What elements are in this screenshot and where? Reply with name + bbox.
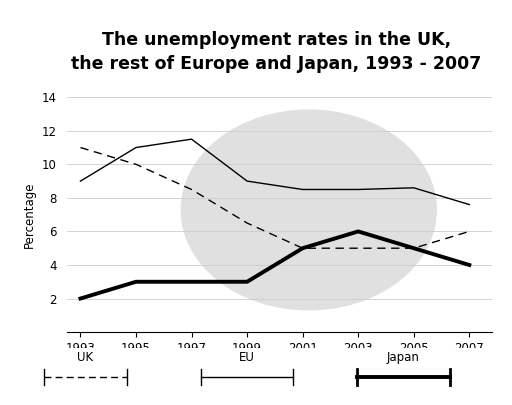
Text: The unemployment rates in the UK,
the rest of Europe and Japan, 1993 - 2007: The unemployment rates in the UK, the re…: [71, 31, 482, 73]
FancyBboxPatch shape: [3, 346, 509, 403]
Text: UK: UK: [77, 351, 94, 364]
Y-axis label: Percentage: Percentage: [23, 181, 36, 248]
Ellipse shape: [181, 110, 436, 310]
Text: Japan: Japan: [387, 351, 420, 364]
Text: EU: EU: [239, 351, 255, 364]
